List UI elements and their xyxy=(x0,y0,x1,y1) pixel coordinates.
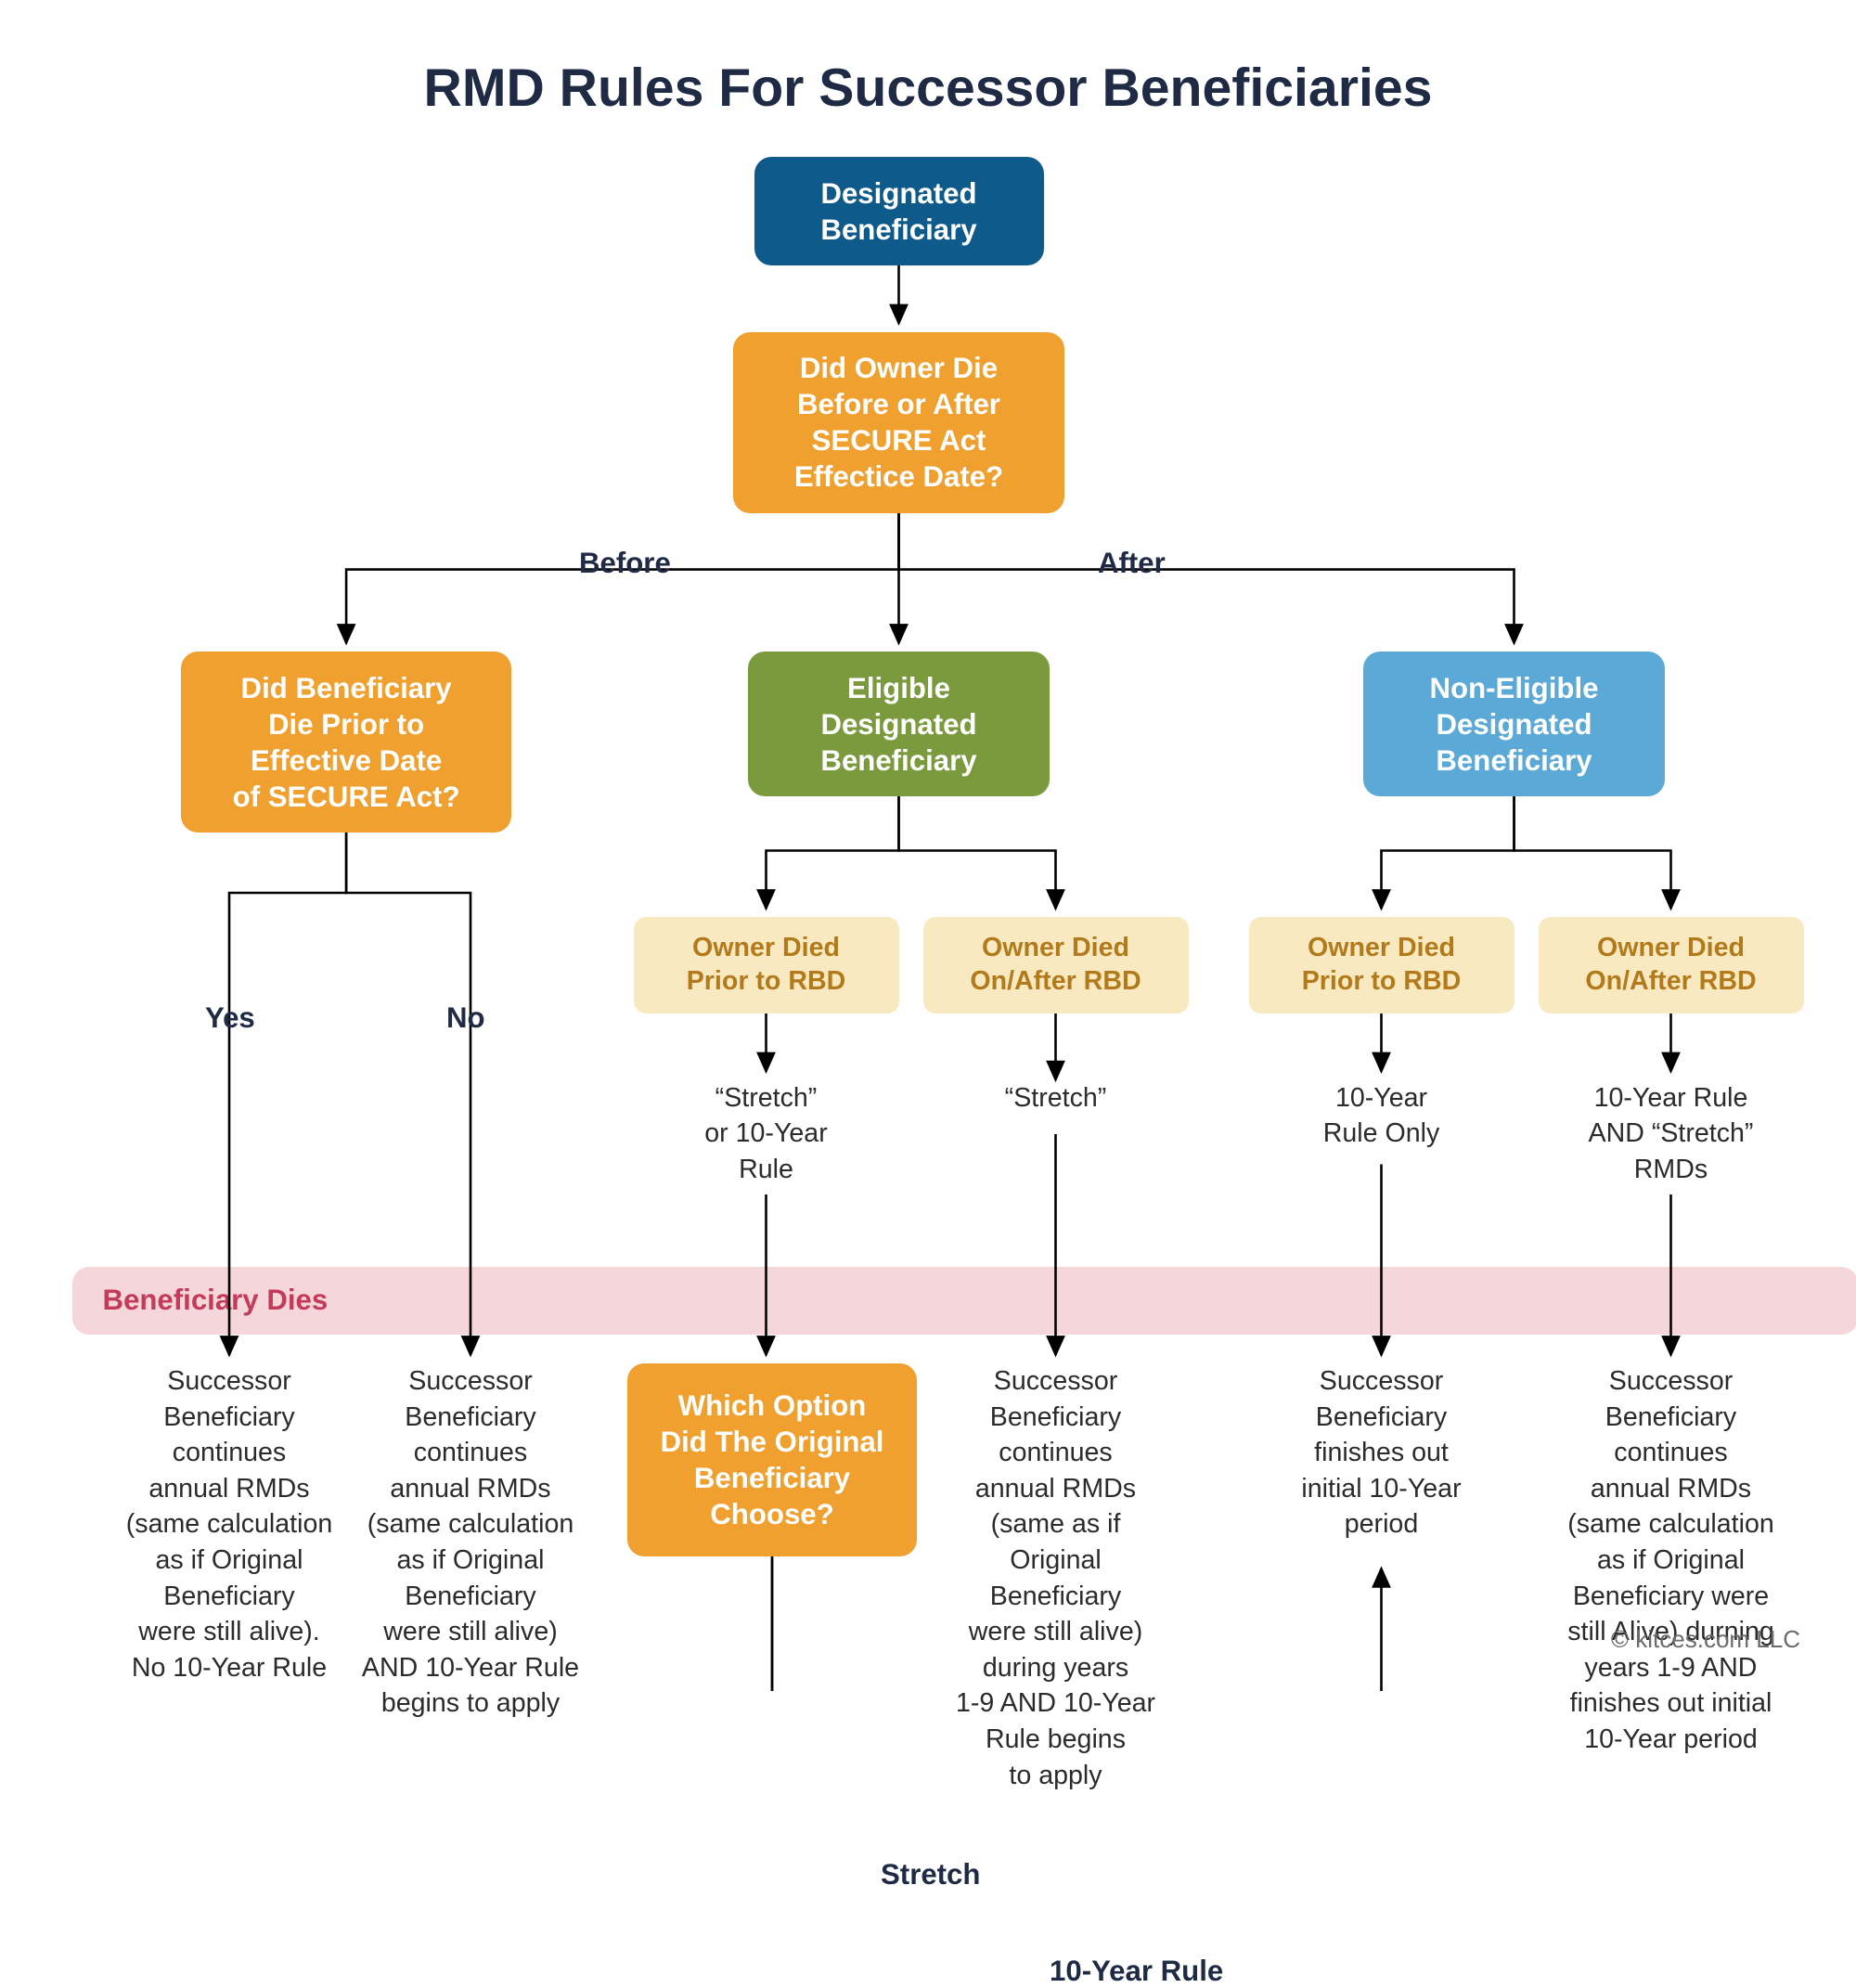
outcome-eligible-after: SuccessorBeneficiarycontinuesannual RMDs… xyxy=(935,1363,1177,1793)
label-after: After xyxy=(1098,547,1166,580)
beneficiary-dies-band xyxy=(72,1267,1856,1335)
node-eligible-beneficiary: EligibleDesignatedBeneficiary xyxy=(748,652,1050,796)
node-secure-act-question: Did Owner DieBefore or AfterSECURE ActEf… xyxy=(733,332,1063,513)
label-stretch: Stretch xyxy=(881,1858,980,1891)
node-eligible-after-rbd: Owner DiedOn/After RBD xyxy=(923,917,1189,1013)
label-no: No xyxy=(446,1001,485,1035)
label-yes: Yes xyxy=(205,1001,255,1035)
outcome-noneligible-after: SuccessorBeneficiarycontinuesannual RMDs… xyxy=(1532,1363,1810,1758)
outcome-no: SuccessorBeneficiarycontinuesannual RMDs… xyxy=(338,1363,603,1722)
node-designated-beneficiary: DesignatedBeneficiary xyxy=(754,157,1044,265)
label-ten-year-rule: 10-Year Rule xyxy=(1050,1955,1223,1988)
text-stretch: “Stretch” xyxy=(989,1080,1122,1117)
node-which-option-question: Which OptionDid The OriginalBeneficiaryC… xyxy=(627,1363,917,1556)
node-noneligible-after-rbd: Owner DiedOn/After RBD xyxy=(1539,917,1804,1013)
outcome-yes: SuccessorBeneficiarycontinuesannual RMDs… xyxy=(97,1363,362,1685)
beneficiary-dies-label: Beneficiary Dies xyxy=(103,1284,329,1317)
node-beneficiary-die-question: Did BeneficiaryDie Prior toEffective Dat… xyxy=(181,652,511,833)
outcome-noneligible-prior: SuccessorBeneficiaryfinishes outinitial … xyxy=(1267,1363,1496,1543)
text-10yr-only: 10-YearRule Only xyxy=(1309,1080,1454,1152)
copyright-footer: © kitces.com LLC xyxy=(1611,1625,1800,1654)
chart-title: RMD Rules For Successor Beneficiaries xyxy=(0,58,1856,119)
node-eligible-prior-rbd: Owner DiedPrior to RBD xyxy=(634,917,899,1013)
text-stretch-or-10yr: “Stretch”or 10-YearRule xyxy=(682,1080,851,1188)
label-before: Before xyxy=(579,547,671,580)
node-noneligible-prior-rbd: Owner DiedPrior to RBD xyxy=(1249,917,1514,1013)
text-10yr-and-stretch: 10-Year RuleAND “Stretch”RMDs xyxy=(1568,1080,1773,1188)
node-non-eligible-beneficiary: Non-EligibleDesignatedBeneficiary xyxy=(1363,652,1665,796)
